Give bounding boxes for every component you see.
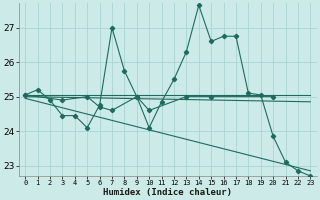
X-axis label: Humidex (Indice chaleur): Humidex (Indice chaleur) (103, 188, 232, 197)
